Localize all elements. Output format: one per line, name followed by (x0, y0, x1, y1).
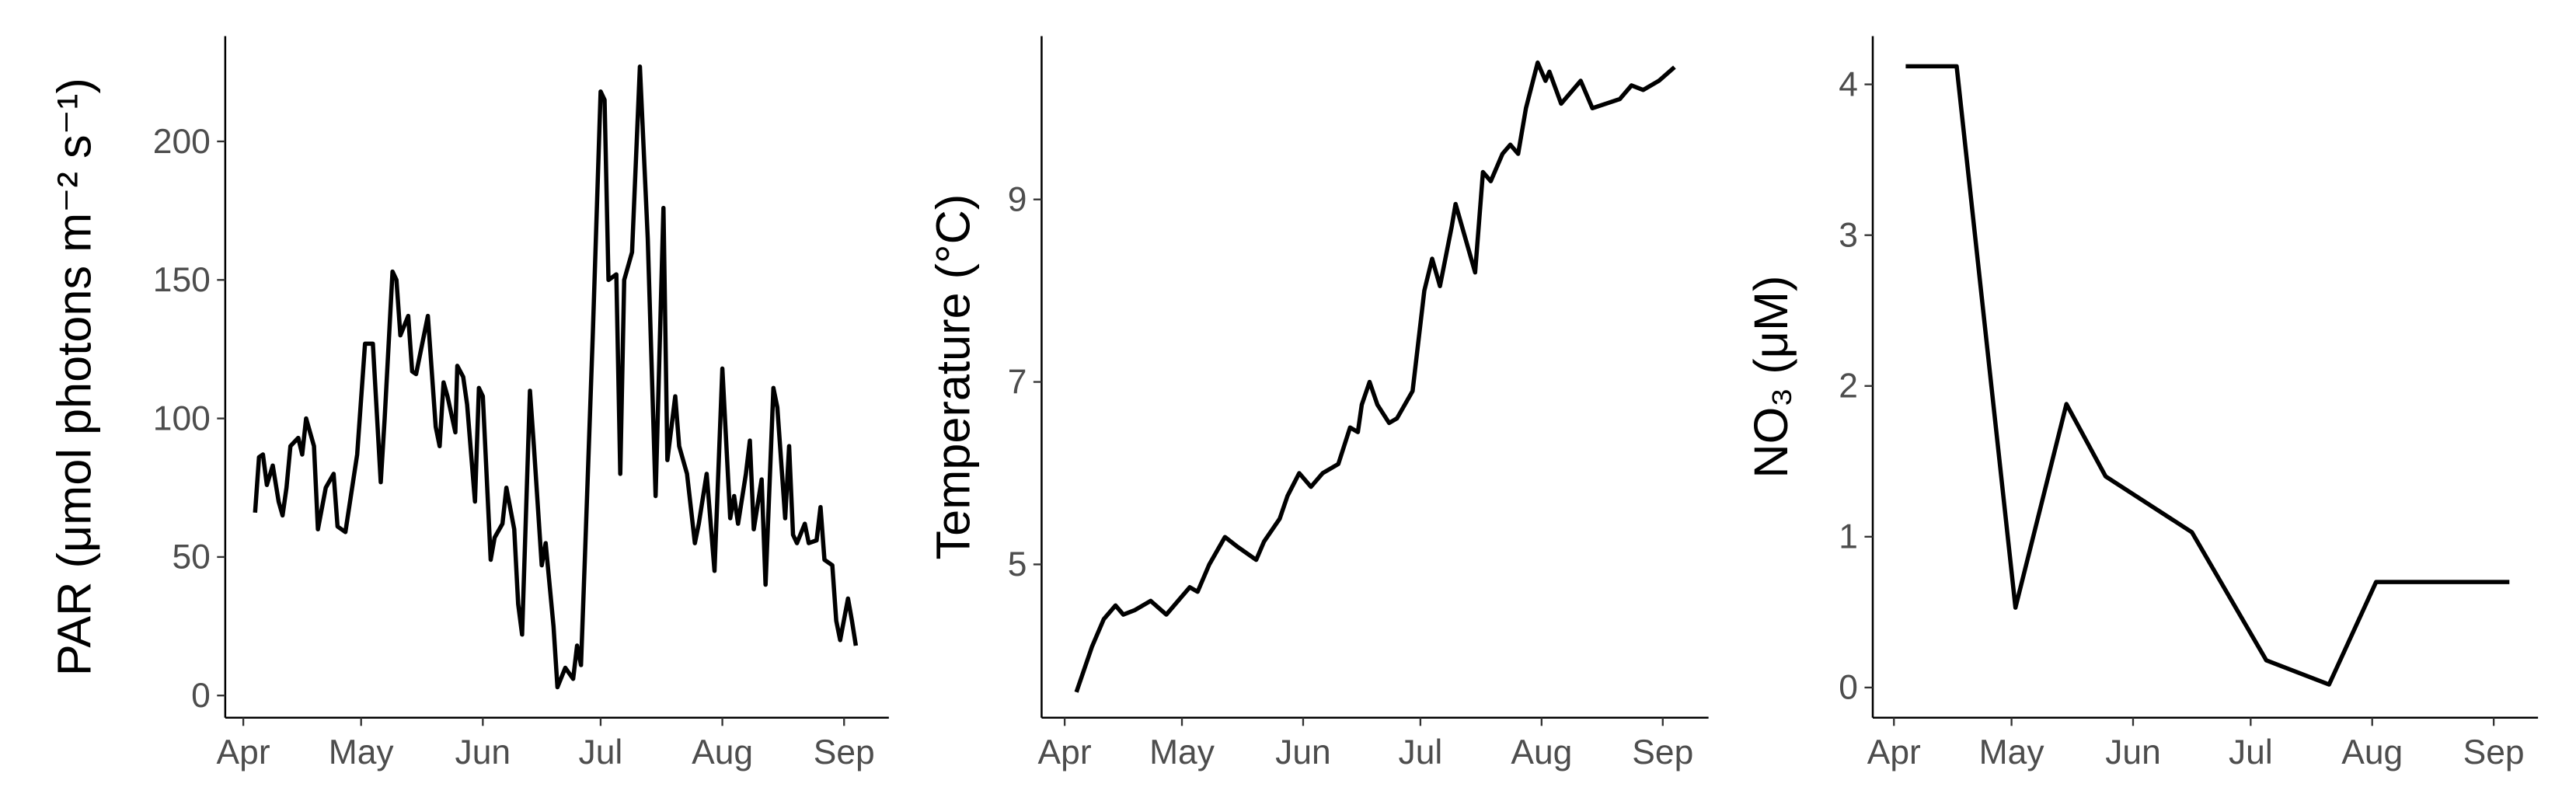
y-tick-label: 150 (153, 261, 211, 299)
y-tick-label: 9 (1008, 181, 1027, 219)
x-tick-label: Sep (814, 733, 875, 771)
data-line (1074, 60, 1676, 693)
x-tick-label: May (1979, 733, 2045, 771)
x-tick-label: Apr (217, 733, 270, 771)
x-tick-label: May (329, 733, 395, 771)
x-tick-label: Apr (1867, 733, 1921, 771)
y-tick-label: 4 (1839, 65, 1858, 103)
x-tick-label: Jun (1275, 733, 1331, 771)
y-tick-label: 0 (191, 677, 211, 715)
y-tick-label: 1 (1839, 518, 1858, 556)
x-tick-label: Sep (1632, 733, 1693, 771)
y-tick-label: 50 (172, 538, 210, 576)
y-axis-title: Temperature (°C) (926, 194, 979, 560)
x-tick-label: Aug (692, 733, 753, 771)
x-tick-label: Jun (455, 733, 511, 771)
x-tick-label: Jul (2229, 733, 2273, 771)
x-tick-label: Apr (1038, 733, 1092, 771)
y-axis-title: PAR (μmol photons m⁻² s⁻¹) (48, 78, 101, 676)
y-tick-label: 100 (153, 399, 211, 437)
y-tick-label: 0 (1839, 669, 1858, 707)
x-tick-label: Jun (2105, 733, 2161, 771)
x-tick-label: Aug (2341, 733, 2403, 771)
y-tick-label: 7 (1008, 363, 1027, 401)
y-tick-label: 200 (153, 123, 211, 161)
x-tick-label: Aug (1511, 733, 1572, 771)
y-axis-title: NO₃ (μM) (1745, 276, 1797, 479)
x-tick-label: Jul (1399, 733, 1443, 771)
x-tick-label: Jul (579, 733, 623, 771)
y-tick-label: 2 (1839, 367, 1858, 406)
x-tick-label: Sep (2463, 733, 2525, 771)
y-tick-label: 3 (1839, 216, 1858, 254)
y-tick-label: 5 (1008, 545, 1027, 583)
x-tick-label: May (1149, 733, 1215, 771)
data-line (1905, 64, 2510, 687)
data-line (253, 64, 859, 690)
